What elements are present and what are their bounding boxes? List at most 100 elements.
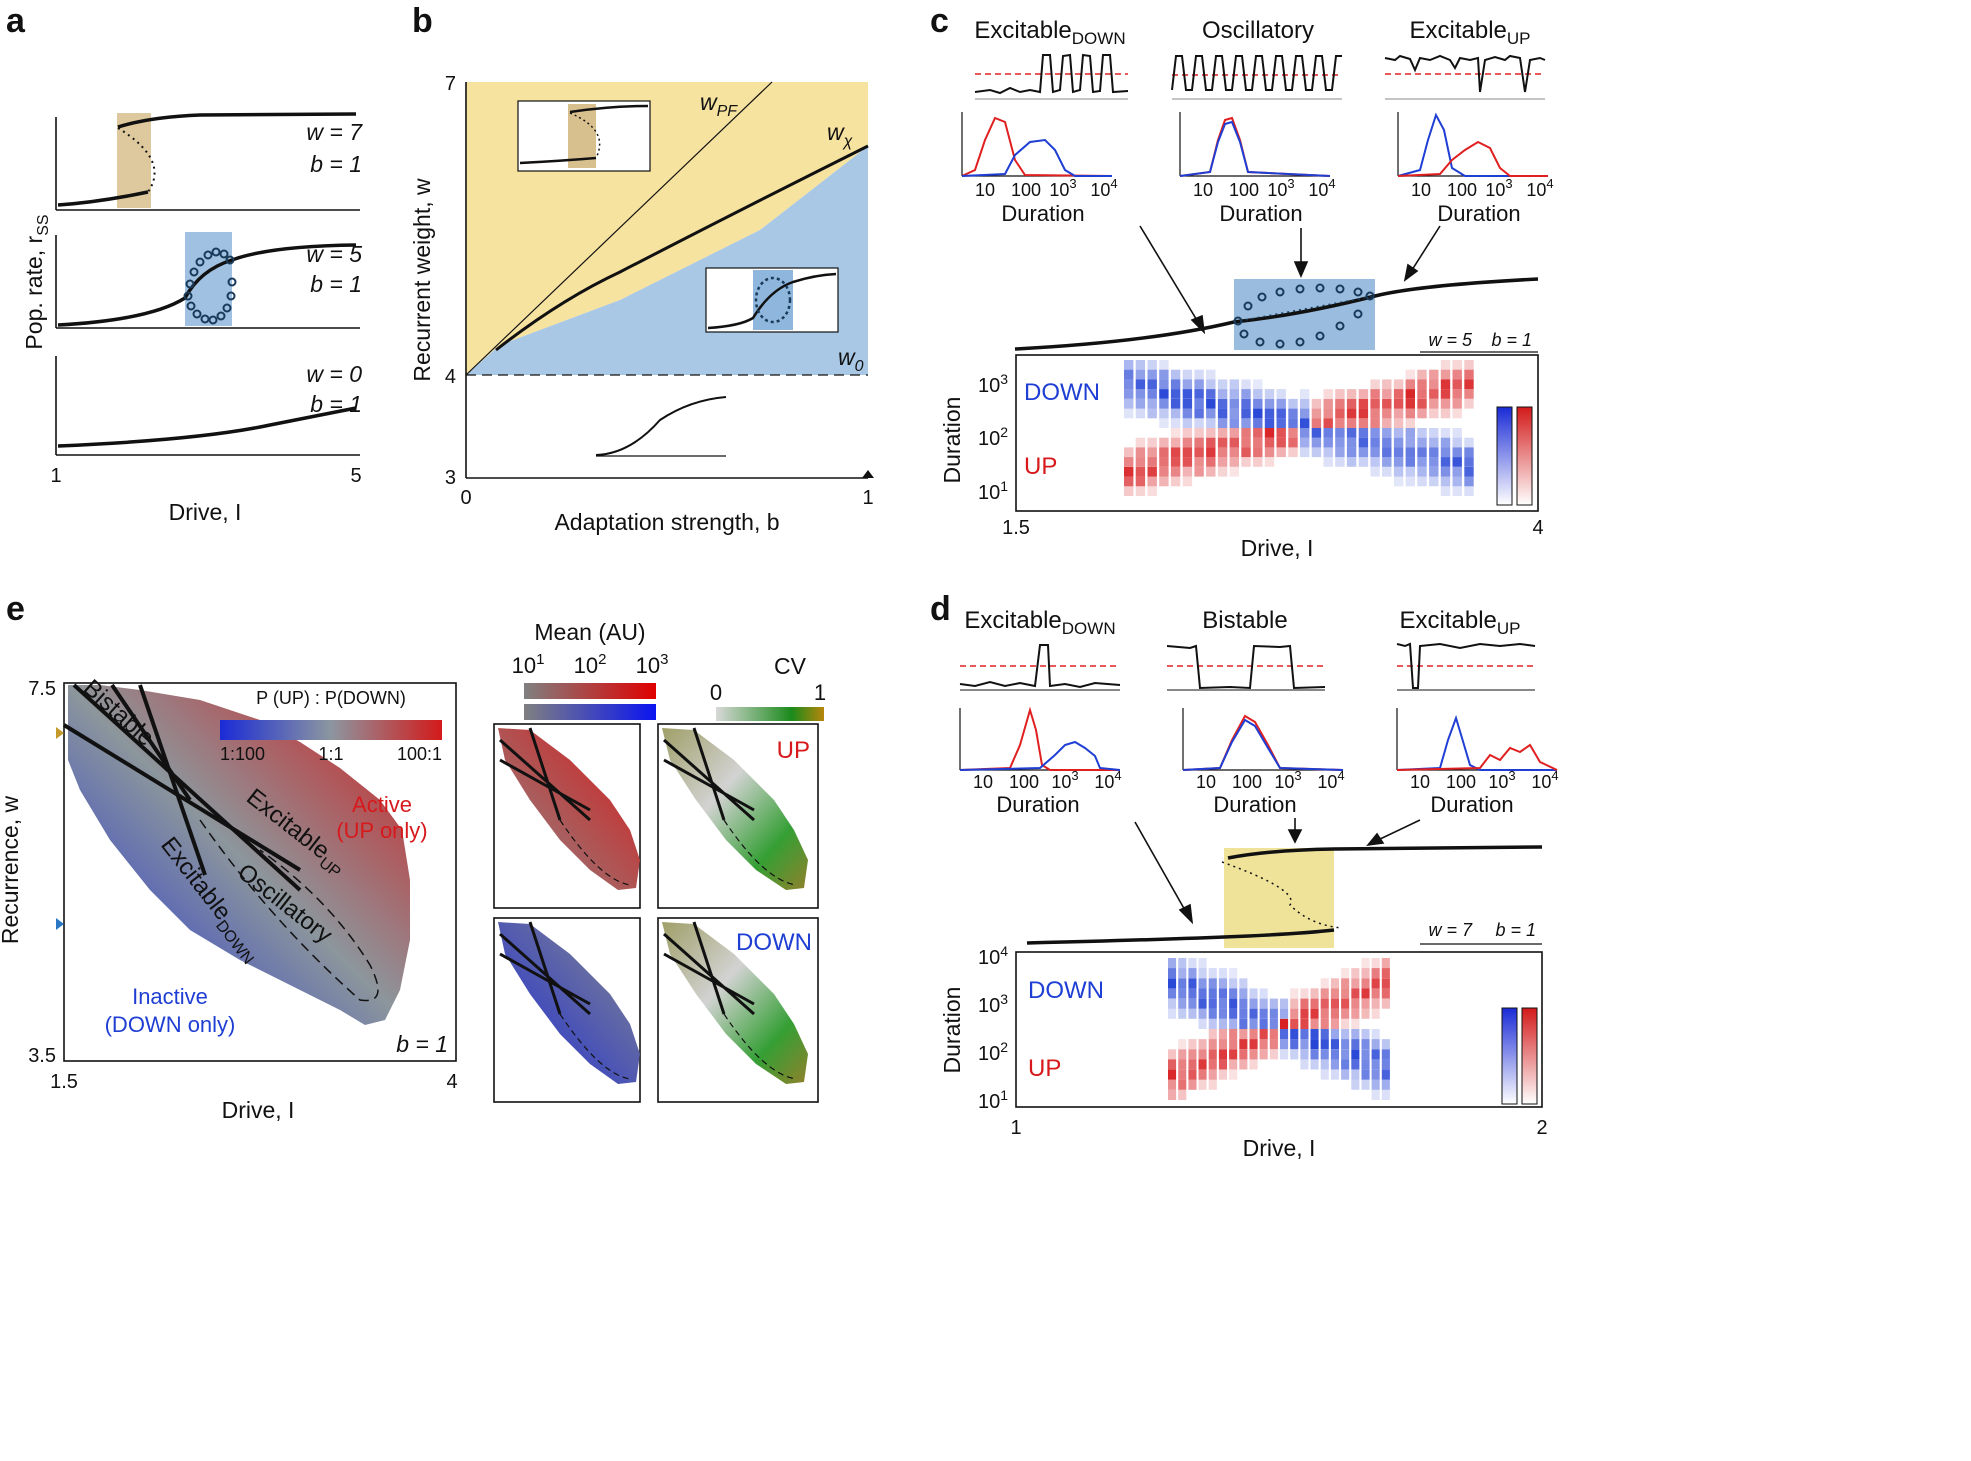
c-rate-curve: [1014, 277, 1539, 351]
heatmap-cell: [1361, 1039, 1370, 1050]
heatmap-cell: [1198, 988, 1207, 999]
heatmap-cell: [1320, 1029, 1329, 1040]
heatmap-cell: [1147, 457, 1157, 467]
heatmap-cell: [1341, 1008, 1350, 1019]
c-h2-t3: 103: [1267, 176, 1294, 200]
heatmap-cell: [1182, 418, 1193, 428]
b-xtick-0: 0: [460, 487, 471, 509]
heatmap-cell: [1159, 466, 1169, 477]
c-h3-t2: 100: [1447, 180, 1477, 200]
heatmap-cell: [1429, 389, 1439, 399]
heatmap-cell: [1168, 988, 1177, 999]
c-regime-2: Oscillatory: [1202, 17, 1314, 44]
heatmap-cell: [1208, 1049, 1217, 1060]
heatmap-cell: [1280, 1018, 1289, 1029]
heatmap-cell: [1194, 408, 1204, 419]
heatmap-cell: [1229, 379, 1239, 390]
c-xtick-4: 4: [1532, 517, 1543, 539]
heatmap-cell: [1241, 389, 1251, 399]
heatmap-cell: [1393, 389, 1404, 399]
d-h2-t2: 100: [1232, 772, 1262, 792]
c-hist-2: [1179, 112, 1331, 177]
heatmap-cell: [1361, 988, 1370, 999]
heatmap-cell: [1320, 1049, 1329, 1060]
heatmap-cell: [1452, 408, 1462, 419]
heatmap-cell: [1370, 466, 1380, 477]
b-ytick-3: 3: [445, 467, 456, 489]
heatmap-cell: [1320, 1018, 1329, 1029]
c-hist-3: [1397, 112, 1548, 177]
heatmap-cell: [1168, 958, 1177, 969]
heatmap-cell: [1229, 1029, 1238, 1040]
heatmap-cell: [1217, 418, 1228, 428]
heatmap-cell: [1300, 1049, 1309, 1060]
heatmap-cell: [1168, 998, 1177, 1009]
heatmap-cell: [1335, 389, 1345, 399]
heatmap-cell: [1188, 998, 1197, 1009]
c-trace-3: [1384, 54, 1546, 100]
e-ylabel: Recurrence, w: [0, 795, 23, 944]
heatmap-cell: [1341, 1039, 1350, 1050]
heatmap-cell: [1381, 1079, 1390, 1090]
heatmap-cell: [1253, 389, 1263, 399]
heatmap-cell: [1188, 988, 1197, 999]
heatmap-cell: [1208, 968, 1217, 979]
c-h2-t4: 104: [1308, 176, 1335, 200]
heatmap-cell: [1440, 379, 1451, 390]
heatmap-cell: [1194, 447, 1204, 458]
heatmap-cell: [1371, 1079, 1380, 1090]
e-cv-down-map: DOWN: [657, 917, 819, 1103]
heatmap-cell: [1194, 457, 1204, 467]
heatmap-cell: [1264, 408, 1275, 419]
heatmap-cell: [1188, 1039, 1197, 1050]
heatmap-cell: [1381, 998, 1390, 1009]
heatmap-cell: [1182, 466, 1193, 477]
heatmap-cell: [1182, 457, 1193, 467]
heatmap-cell: [1217, 379, 1228, 390]
heatmap-cell: [1170, 369, 1181, 380]
e-b-label: b = 1: [396, 1031, 448, 1057]
heatmap-cell: [1371, 988, 1380, 999]
heatmap-cell: [1135, 457, 1146, 467]
heatmap-cell: [1147, 398, 1157, 409]
heatmap-cell: [1417, 476, 1427, 487]
heatmap-cell: [1147, 466, 1157, 477]
heatmap-cell: [1259, 1029, 1268, 1040]
heatmap-cell: [1159, 369, 1169, 380]
heatmap-cell: [1159, 379, 1169, 390]
heatmap-cell: [1371, 1089, 1380, 1100]
heatmap-cell: [1218, 988, 1227, 999]
heatmap-cell: [1276, 447, 1286, 458]
heatmap-cell: [1218, 1008, 1227, 1019]
heatmap-cell: [1341, 1029, 1350, 1040]
heatmap-cell: [1417, 389, 1427, 399]
heatmap-cell: [1429, 457, 1439, 467]
heatmap-cell: [1288, 408, 1298, 419]
c-xtick-1-5: 1.5: [1002, 517, 1030, 539]
heatmap-cell: [1168, 1049, 1177, 1060]
heatmap-cell: [1288, 398, 1298, 409]
e-small-up-label: UP: [777, 737, 810, 764]
c-h1-t1: 10: [975, 180, 995, 200]
heatmap-cell: [1330, 1018, 1339, 1029]
heatmap-cell: [1218, 968, 1227, 979]
b-ylabel: Recurrent weight, w: [409, 178, 435, 382]
heatmap-cell: [1371, 958, 1380, 969]
d-xtick-2: 2: [1536, 1117, 1547, 1139]
a2-w-label: w = 5: [306, 241, 362, 267]
heatmap-cell: [1269, 1018, 1278, 1029]
heatmap-cell: [1194, 379, 1204, 390]
heatmap-cell: [1194, 369, 1204, 380]
heatmap-cell: [1178, 1039, 1187, 1050]
heatmap-cell: [1351, 1018, 1360, 1029]
heatmap-cell: [1371, 968, 1380, 979]
d-trace-3: [1396, 642, 1536, 691]
b-inset-low-curve: [595, 396, 727, 456]
heatmap-cell: [1300, 447, 1310, 458]
heatmap-cell: [1124, 398, 1134, 409]
heatmap-cell: [1170, 398, 1181, 409]
heatmap-cell: [1241, 447, 1251, 458]
heatmap-cell: [1269, 1039, 1278, 1050]
heatmap-cell: [1276, 428, 1286, 438]
heatmap-cell: [1239, 988, 1248, 999]
